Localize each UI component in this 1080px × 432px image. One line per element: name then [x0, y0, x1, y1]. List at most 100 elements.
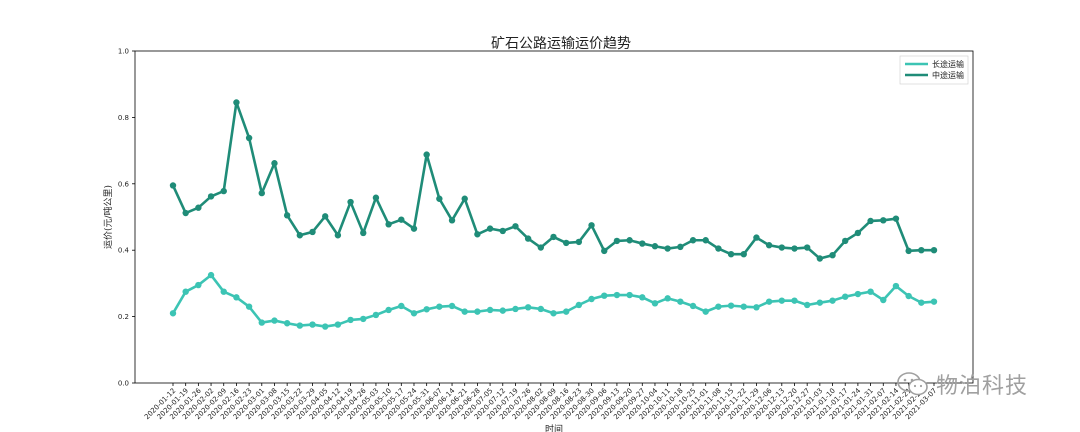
data-point: [829, 297, 836, 304]
data-point: [816, 255, 824, 262]
data-point: [601, 247, 608, 255]
legend-entry: 长途运输: [932, 59, 964, 69]
data-point: [791, 297, 798, 304]
data-point: [562, 308, 570, 315]
data-point: [753, 234, 760, 241]
data-point: [524, 235, 532, 242]
data-point: [626, 291, 633, 299]
data-point: [512, 305, 519, 313]
data-point: [233, 294, 240, 301]
data-point: [334, 321, 342, 328]
data-point: [448, 302, 456, 310]
data-point: [613, 291, 621, 299]
data-point: [347, 316, 354, 324]
data-point: [283, 212, 291, 219]
data-point: [778, 297, 785, 304]
data-point: [322, 213, 329, 220]
data-point: [398, 216, 405, 223]
data-point: [486, 306, 494, 314]
data-point: [803, 301, 811, 309]
data-point: [613, 237, 621, 245]
watermark-text: 物泊科技: [936, 374, 1029, 399]
data-point: [715, 303, 722, 310]
data-point: [880, 296, 887, 304]
data-point: [689, 302, 697, 310]
data-point: [727, 302, 735, 309]
data-point: [245, 134, 253, 142]
data-point: [474, 231, 481, 238]
data-point: [360, 229, 367, 237]
data-point: [258, 189, 265, 197]
data-point: [410, 310, 418, 317]
data-point: [626, 237, 633, 244]
data-point: [461, 308, 468, 315]
data-point: [512, 223, 519, 230]
data-point: [283, 320, 291, 327]
data-point: [854, 290, 862, 298]
data-point: [639, 240, 646, 247]
data-point: [753, 304, 760, 311]
chart-title: 矿石公路运输运价趋势: [491, 36, 631, 52]
data-point: [169, 310, 177, 317]
data-point: [588, 222, 595, 229]
data-point: [930, 247, 938, 254]
data-point: [436, 303, 443, 310]
data-point: [727, 250, 735, 258]
data-point: [233, 99, 240, 106]
data-point: [562, 239, 570, 247]
data-point: [461, 195, 468, 202]
data-point: [651, 243, 659, 250]
data-point: [499, 307, 506, 314]
data-point: [474, 308, 481, 315]
data-point: [372, 194, 380, 201]
series-layer: [169, 99, 938, 330]
data-point: [765, 298, 773, 305]
data-point: [207, 193, 215, 200]
data-point: [702, 237, 709, 244]
data-point: [842, 237, 849, 245]
data-point: [816, 299, 824, 306]
data-point: [778, 244, 785, 251]
data-point: [347, 198, 354, 206]
data-point: [169, 182, 177, 189]
data-point: [588, 295, 595, 303]
data-point: [867, 288, 874, 295]
x-axis: 2020-01-122020-01-192020-01-262020-02-02…: [143, 383, 938, 421]
data-point: [271, 160, 278, 167]
data-point: [918, 299, 925, 306]
data-point: [715, 245, 722, 252]
data-point: [664, 245, 671, 252]
x-axis-title: 时间: [545, 423, 563, 432]
data-point: [550, 233, 557, 241]
data-point: [334, 232, 342, 239]
data-point: [842, 293, 849, 300]
data-point: [524, 304, 532, 311]
data-point: [689, 237, 697, 244]
y-tick-label: 0.6: [118, 180, 130, 188]
data-point: [182, 209, 189, 217]
data-point: [448, 217, 456, 224]
data-point: [360, 315, 367, 323]
data-point: [892, 215, 900, 222]
y-axis-title: 运价(元/吨公里): [102, 185, 114, 249]
legend-box: [899, 55, 969, 85]
data-point: [740, 250, 747, 258]
data-point: [854, 229, 862, 237]
y-tick-label: 0.4: [118, 247, 130, 255]
data-point: [829, 251, 836, 259]
data-point: [537, 244, 545, 251]
watermark: 物泊科技: [896, 366, 1066, 402]
data-point: [296, 322, 304, 329]
y-tick-label: 0.0: [118, 380, 129, 388]
data-point: [892, 282, 900, 290]
data-point: [410, 225, 418, 232]
data-point: [207, 271, 215, 279]
data-point: [258, 319, 265, 326]
series-long-distance: [169, 271, 938, 330]
data-point: [677, 298, 684, 305]
data-point: [220, 187, 227, 195]
y-axis: 0.0 0.2 0.4 0.6 0.8 1.0: [118, 48, 135, 388]
data-point: [322, 323, 329, 330]
data-point: [486, 225, 494, 232]
data-point: [905, 292, 912, 300]
